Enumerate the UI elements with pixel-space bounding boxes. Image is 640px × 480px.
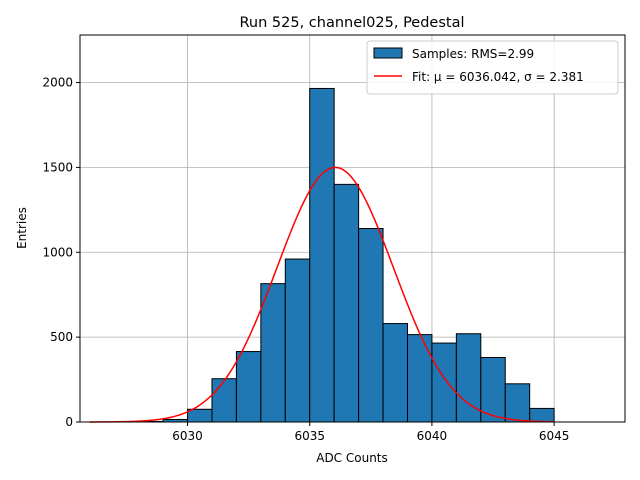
histogram-bars	[138, 87, 555, 423]
histogram-bar	[504, 383, 531, 423]
histogram-bar	[211, 378, 237, 423]
y-axis-ticks: 0 500 1000 1500 2000	[42, 76, 80, 429]
x-tick-label: 6035	[294, 429, 325, 443]
histogram-bar	[358, 228, 384, 423]
histogram-bar	[284, 258, 311, 423]
histogram-bar	[187, 408, 213, 423]
legend: Samples: RMS=2.99 Fit: μ = 6036.042, σ =…	[366, 40, 619, 95]
histogram-bar	[529, 407, 555, 423]
legend-box	[366, 40, 619, 95]
histogram-bar	[406, 334, 433, 423]
x-axis-label: ADC Counts	[316, 451, 388, 465]
y-tick-label: 1000	[42, 245, 73, 259]
histogram-bar	[431, 342, 457, 423]
y-tick-label: 2000	[42, 76, 73, 90]
y-tick-label: 500	[50, 330, 73, 344]
y-tick-label: 0	[65, 415, 73, 429]
x-tick-label: 6040	[417, 429, 448, 443]
y-axis-label: Entries	[15, 207, 29, 249]
histogram-bar	[309, 87, 335, 423]
x-tick-label: 6045	[539, 429, 570, 443]
x-tick-label: 6030	[172, 429, 203, 443]
histogram-bar	[382, 323, 408, 423]
chart-title: Run 525, channel025, Pedestal	[239, 15, 464, 31]
legend-histogram-label: Samples: RMS=2.99	[412, 47, 534, 61]
legend-histogram-swatch	[373, 47, 403, 59]
plot-frame	[79, 34, 626, 423]
x-axis-ticks: 6030 6035 6040 6045	[172, 422, 569, 443]
fit-curve	[89, 166, 555, 423]
legend-fit-label: Fit: μ = 6036.042, σ = 2.381	[412, 70, 584, 84]
histogram-bar	[235, 351, 262, 423]
histogram-bar	[333, 183, 360, 423]
histogram-bar	[260, 283, 286, 423]
y-tick-label: 1500	[42, 160, 73, 174]
